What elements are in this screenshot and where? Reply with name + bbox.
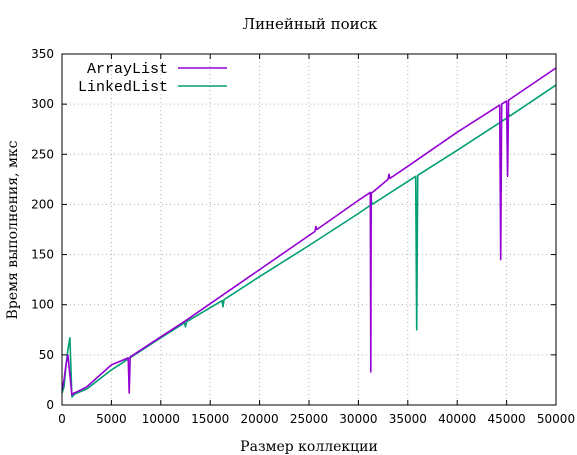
y-tick-label: 350 bbox=[31, 47, 54, 61]
y-tick-label: 100 bbox=[31, 298, 54, 312]
x-tick-label: 40000 bbox=[438, 412, 476, 426]
x-axis-title: Размер коллекции bbox=[240, 439, 378, 455]
y-axis-title: Время выполнения, мкс bbox=[5, 140, 21, 319]
y-tick-label: 0 bbox=[46, 398, 54, 412]
x-tick-label: 45000 bbox=[488, 412, 526, 426]
series-layer bbox=[61, 67, 557, 398]
y-tick-label: 200 bbox=[31, 197, 54, 211]
x-tick-label: 50000 bbox=[537, 412, 575, 426]
series-line-linkedlist bbox=[61, 84, 557, 398]
y-tick-label: 50 bbox=[39, 348, 54, 362]
x-tick-label: 10000 bbox=[142, 412, 180, 426]
legend-label-arraylist: ArrayList bbox=[87, 61, 168, 78]
grid bbox=[62, 54, 556, 405]
x-tick-label: 15000 bbox=[191, 412, 229, 426]
x-tick-label: 30000 bbox=[339, 412, 377, 426]
x-tick-label: 25000 bbox=[290, 412, 328, 426]
tick-layer: 0 5000 10000 15000 20000 25000 30000 35000 40000… bbox=[31, 47, 575, 426]
x-tick-label: 35000 bbox=[389, 412, 427, 426]
y-tick-label: 250 bbox=[31, 147, 54, 161]
chart-title: Линейный поиск bbox=[243, 15, 379, 33]
x-tick-label: 0 bbox=[58, 412, 66, 426]
x-tick-label: 5000 bbox=[96, 412, 127, 426]
y-tick-label: 300 bbox=[31, 97, 54, 111]
series-line-arraylist bbox=[61, 67, 557, 396]
y-tick-label: 150 bbox=[31, 248, 54, 262]
legend-label-linkedlist: LinkedList bbox=[78, 79, 168, 96]
x-tick-label: 20000 bbox=[241, 412, 279, 426]
